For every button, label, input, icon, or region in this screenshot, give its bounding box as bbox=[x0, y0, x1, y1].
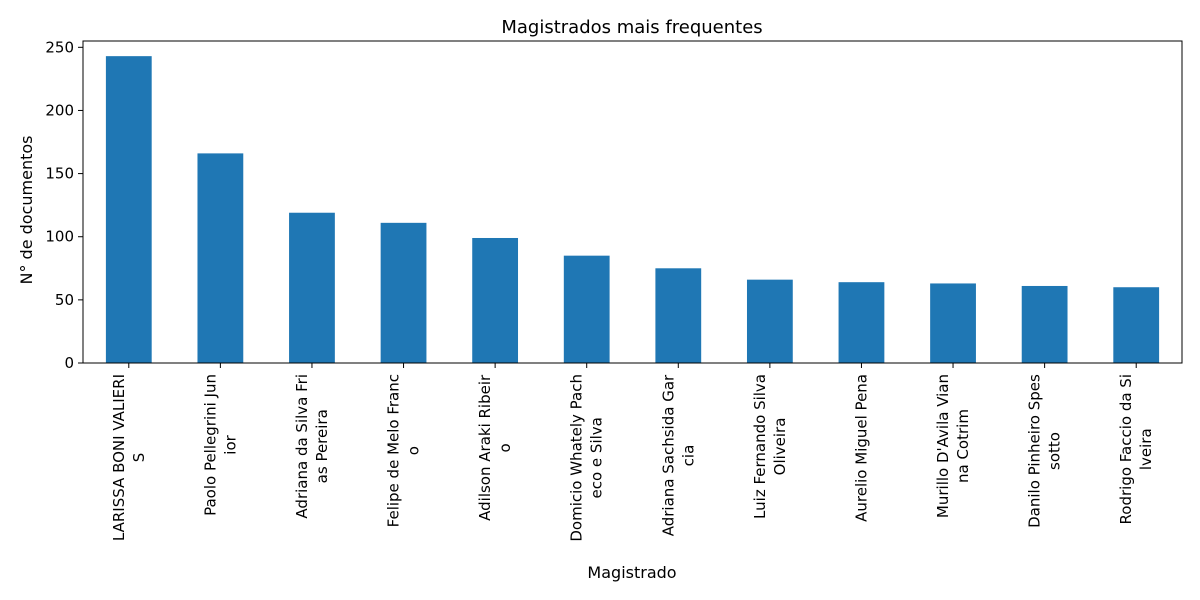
chart-title: Magistrados mais frequentes bbox=[501, 17, 762, 38]
x-tick-label: LARISSA BONI VALIERI S bbox=[110, 374, 148, 541]
x-tick-label: Adriana da Silva Fri as Pereira bbox=[293, 374, 331, 519]
bar-8 bbox=[746, 279, 793, 363]
bar-2 bbox=[197, 153, 244, 363]
bar-1 bbox=[105, 56, 152, 363]
plot-frame bbox=[82, 40, 1183, 364]
x-tick-label: Adilson Araki Ribeir o bbox=[476, 374, 514, 521]
x-tick-label: Rodrigo Faccio da Si lveira bbox=[1117, 374, 1155, 524]
y-tick-label: 200 bbox=[45, 101, 74, 119]
x-tick-label: Aurelio Miguel Pena bbox=[852, 374, 870, 522]
y-tick-label: 250 bbox=[45, 38, 74, 56]
x-tick-label: Luiz Fernando Silva Oliveira bbox=[751, 374, 789, 519]
bar-6 bbox=[563, 255, 610, 363]
bar-10 bbox=[930, 283, 976, 363]
x-tick-label: Danilo Pinheiro Spes sotto bbox=[1026, 374, 1064, 528]
x-tick-label: Domicio Whately Pach eco e Silva bbox=[568, 374, 606, 542]
x-tick-label: Adriana Sachsida Gar cia bbox=[659, 374, 697, 536]
bar-4 bbox=[380, 222, 427, 363]
x-axis-label: Magistrado bbox=[587, 563, 676, 582]
x-tick-label: Murillo D'Avila Vian na Cotrim bbox=[934, 374, 972, 518]
x-tick-label: Paolo Pellegrini Jun ior bbox=[201, 374, 239, 516]
bar-3 bbox=[289, 212, 335, 363]
y-tick-label: 100 bbox=[45, 228, 74, 246]
y-axis-ticks: 0 50 100 150 200 250 bbox=[45, 38, 83, 372]
bar-5 bbox=[472, 237, 519, 363]
y-tick-label: 50 bbox=[55, 291, 74, 309]
x-axis-ticks: LARISSA BONI VALIERI S Paolo Pellegrini Ju… bbox=[110, 363, 1155, 542]
y-tick-label: 150 bbox=[45, 165, 74, 183]
bar-11 bbox=[1021, 285, 1068, 363]
y-tick-label: 0 bbox=[64, 354, 74, 372]
bar-12 bbox=[1113, 287, 1160, 363]
y-axis-label: N° de documentos bbox=[17, 136, 36, 285]
x-tick-label: Felipe de Melo Franc o bbox=[385, 374, 423, 527]
bars-group bbox=[105, 56, 1160, 363]
bar-9 bbox=[838, 282, 885, 363]
bar-7 bbox=[655, 268, 702, 363]
